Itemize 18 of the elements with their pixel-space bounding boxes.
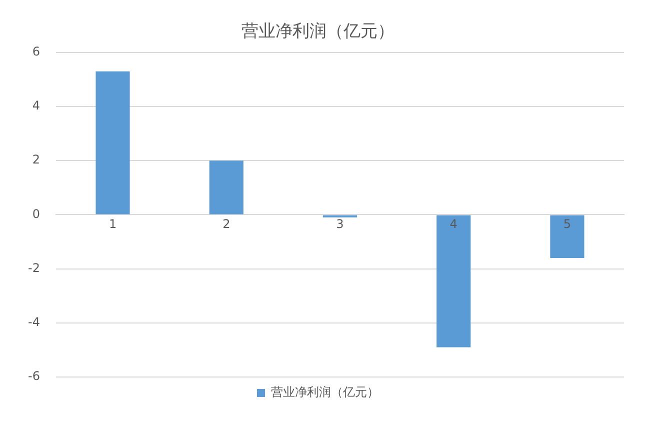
y-tick-label: 6 xyxy=(32,44,40,59)
y-tick-label: -2 xyxy=(28,260,40,275)
legend-label: 营业净利润（亿元） xyxy=(271,385,379,400)
x-tick-label: 5 xyxy=(563,217,572,232)
y-tick-label: 0 xyxy=(32,206,40,221)
x-tick-label: 4 xyxy=(450,217,458,232)
bar xyxy=(96,71,130,214)
y-tick-label: -6 xyxy=(28,369,40,384)
bar xyxy=(550,215,584,258)
chart-title: 营业净利润（亿元） xyxy=(242,22,394,42)
y-tick-label: 2 xyxy=(32,152,40,167)
y-tick-label: -4 xyxy=(28,315,40,330)
x-tick-label: 2 xyxy=(222,217,230,232)
y-tick-label: 4 xyxy=(32,98,40,113)
bar xyxy=(209,160,244,214)
x-tick-label: 3 xyxy=(336,217,344,232)
x-tick-label: 1 xyxy=(108,217,117,232)
bar xyxy=(436,215,471,348)
